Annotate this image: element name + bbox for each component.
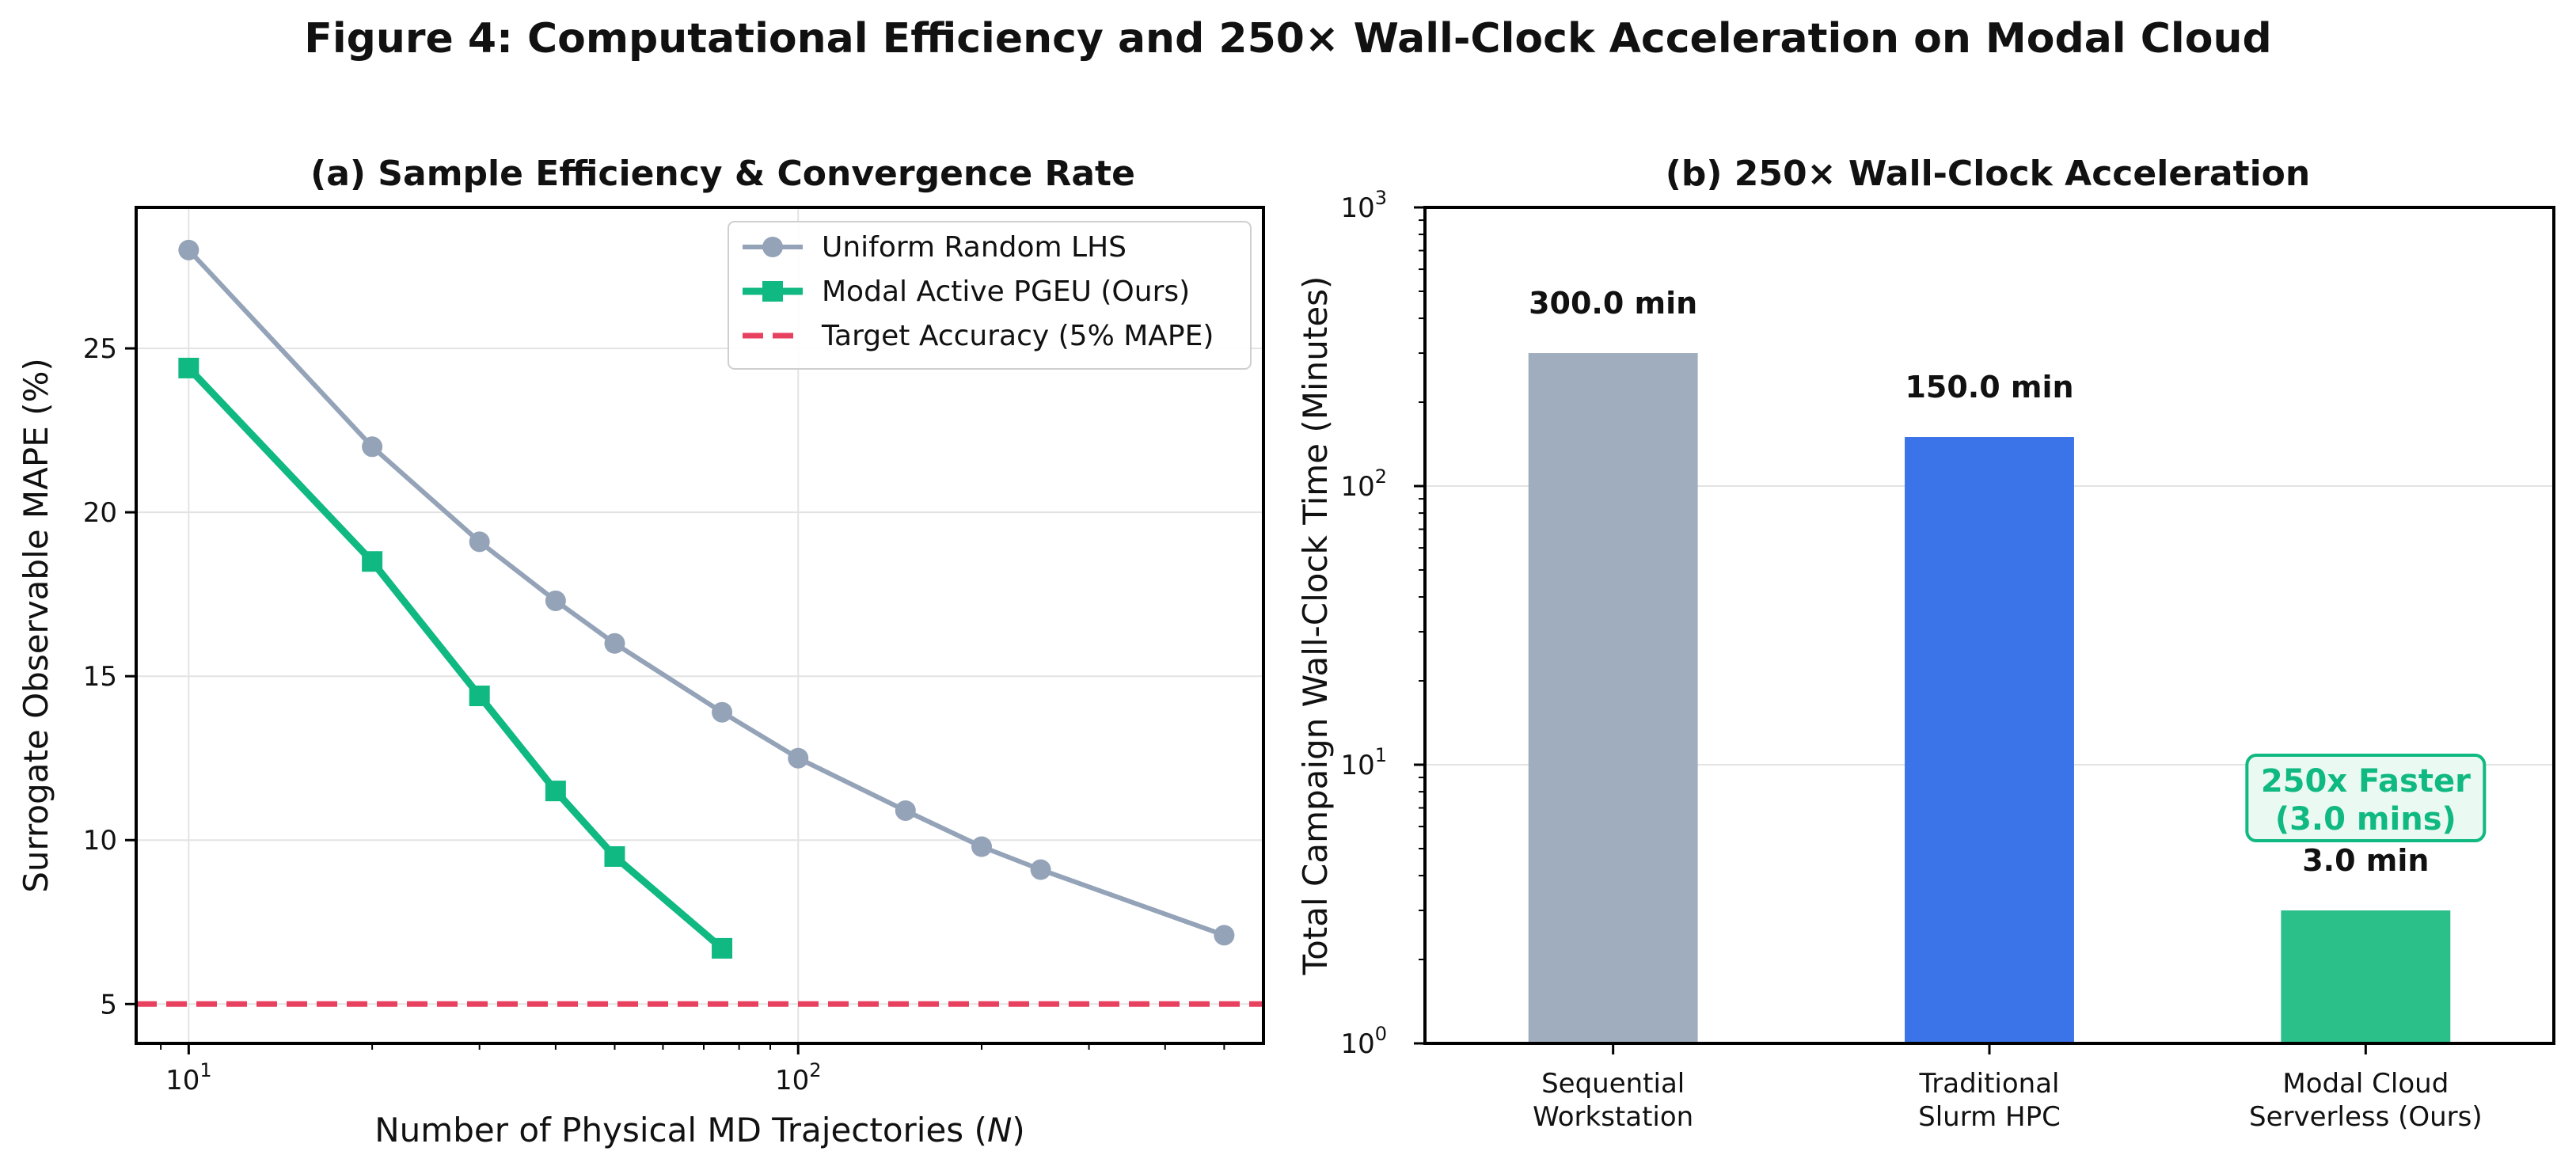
tick-base: 10 xyxy=(165,1065,199,1096)
data-point xyxy=(545,590,566,611)
legend-label: Uniform Random LHS xyxy=(822,231,1127,264)
callout-line2: (3.0 mins) xyxy=(2275,801,2456,838)
category-label-line2: Slurm HPC xyxy=(1918,1101,2061,1133)
series-uniform-random-lhs xyxy=(178,239,1235,946)
tick-base: 10 xyxy=(1340,192,1374,224)
tick-exponent: 0 xyxy=(1375,1023,1387,1045)
panel-a-series xyxy=(178,239,1235,959)
bar-value-label: 300.0 min xyxy=(1529,286,1697,321)
tick-exponent: 3 xyxy=(1375,187,1387,209)
legend-entry: Target Accuracy (5% MAPE) xyxy=(743,320,1214,352)
legend-swatch-marker xyxy=(762,281,783,302)
data-point xyxy=(469,686,490,707)
tick-exponent: 1 xyxy=(199,1059,211,1081)
panel-a-legend: Uniform Random LHS Modal Active PGEU (Our… xyxy=(728,221,1252,370)
panel-b-wall-clock: (b) 250× Wall-Clock Acceleration 300.0 m… xyxy=(1296,154,2555,1133)
data-point xyxy=(1030,859,1051,880)
legend-entry: Modal Active PGEU (Ours) xyxy=(743,275,1190,308)
panel-b-y-tick-label: 101 xyxy=(1340,744,1387,781)
data-point xyxy=(178,239,199,260)
panel-a-y-tick-label: 25 xyxy=(83,333,117,365)
data-point xyxy=(712,701,733,723)
bar xyxy=(2281,910,2451,1043)
bar-group: 3.0 min xyxy=(2281,843,2451,1043)
panel-a-sample-efficiency: (a) Sample Efficiency & Convergence Rate… xyxy=(17,154,1265,1149)
panel-b-ticks: 100101102103SequentialWorkstationTraditi… xyxy=(1340,187,2482,1133)
panel-a-y-tick-label: 15 xyxy=(83,661,117,693)
legend-label: Modal Active PGEU (Ours) xyxy=(822,275,1190,308)
category-label-line1: Modal Cloud xyxy=(2282,1068,2449,1100)
tick-base: 10 xyxy=(775,1065,809,1096)
panel-a-x-label-close: ) xyxy=(1012,1111,1024,1149)
data-point xyxy=(545,781,566,802)
panel-a-y-axis-label: Surrogate Observable MAPE (%) xyxy=(17,358,55,893)
tick-base: 10 xyxy=(1340,750,1374,781)
callout-box xyxy=(2245,754,2487,843)
panel-a-y-tick-label: 10 xyxy=(83,825,117,857)
series-modal-active-pgeu xyxy=(178,357,733,959)
panel-a-x-tick-label: 102 xyxy=(775,1059,822,1096)
panel-b-annotation: 250x Faster(3.0 mins) xyxy=(2245,754,2487,843)
data-point xyxy=(788,747,809,769)
panel-b-y-axis-label: Total Campaign Wall-Clock Time (Minutes) xyxy=(1296,276,1335,976)
tick-base: 10 xyxy=(1340,471,1374,503)
legend-label: Target Accuracy (5% MAPE) xyxy=(821,320,1214,352)
bar-group: 150.0 min xyxy=(1905,370,2074,1043)
panel-b-y-tick-label: 100 xyxy=(1340,1023,1387,1060)
panel-a-y-tick-label: 20 xyxy=(83,497,117,529)
category-label-line2: Serverless (Ours) xyxy=(2249,1101,2483,1133)
callout-line1: 250x Faster xyxy=(2261,763,2471,800)
bar-value-label: 3.0 min xyxy=(2302,843,2429,878)
tick-exponent: 2 xyxy=(809,1059,821,1081)
series-line xyxy=(186,365,725,952)
panel-a-x-tick-label: 101 xyxy=(165,1059,212,1096)
tick-exponent: 2 xyxy=(1375,465,1387,488)
panel-b-y-tick-label: 102 xyxy=(1340,465,1387,503)
panel-a-frame xyxy=(135,206,1265,1045)
panel-b-bars: 300.0 min 150.0 min 3.0 min xyxy=(1528,286,2451,1043)
panel-a-y-tick-label: 5 xyxy=(100,989,117,1020)
data-point xyxy=(362,551,383,572)
bar-group: 300.0 min xyxy=(1528,286,1698,1043)
data-point xyxy=(469,531,490,553)
panel-b-y-tick-label: 103 xyxy=(1340,187,1387,224)
panel-a-x-axis-label: Number of Physical MD Trajectories (N) xyxy=(374,1111,1025,1149)
panel-a-x-label-variable: N xyxy=(987,1111,1012,1149)
tick-exponent: 1 xyxy=(1375,744,1387,766)
data-point xyxy=(604,633,625,654)
panel-a-x-label-text: Number of Physical MD Trajectories ( xyxy=(374,1111,987,1149)
data-point xyxy=(895,800,916,821)
bar-value-label: 150.0 min xyxy=(1905,370,2073,405)
category-label-line1: Traditional xyxy=(1918,1068,2059,1100)
legend-swatch-marker xyxy=(762,237,783,257)
data-point xyxy=(178,357,199,378)
bar xyxy=(1528,353,1698,1043)
data-point xyxy=(971,836,993,857)
data-point xyxy=(362,436,383,458)
tick-base: 10 xyxy=(1340,1028,1374,1060)
panel-a-title: (a) Sample Efficiency & Convergence Rate xyxy=(310,154,1135,194)
panel-b-title: (b) 250× Wall-Clock Acceleration xyxy=(1666,154,2310,194)
data-point xyxy=(712,937,733,959)
legend-entry: Uniform Random LHS xyxy=(743,231,1127,264)
data-point xyxy=(1214,925,1235,946)
category-label-line1: Sequential xyxy=(1541,1068,1685,1100)
category-label-line2: Workstation xyxy=(1533,1101,1693,1133)
figure-title: Figure 4: Computational Efficiency and 2… xyxy=(304,15,2271,63)
bar xyxy=(1905,437,2074,1043)
legend-box xyxy=(728,221,1252,370)
data-point xyxy=(604,845,625,867)
